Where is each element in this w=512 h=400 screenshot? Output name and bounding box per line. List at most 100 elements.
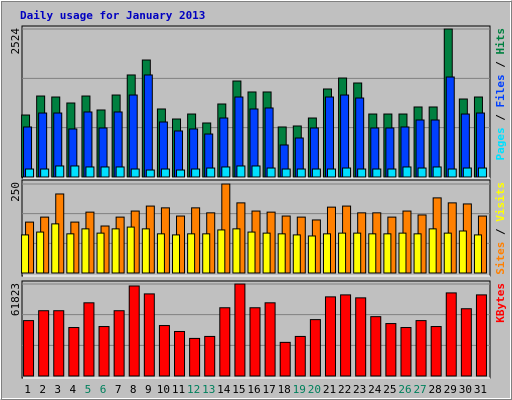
x-tick-label: 11 bbox=[172, 383, 185, 396]
bar bbox=[206, 167, 216, 178]
bar bbox=[398, 232, 407, 274]
x-tick-label: 17 bbox=[262, 383, 275, 396]
bar bbox=[281, 168, 291, 178]
bar bbox=[145, 169, 155, 178]
bar bbox=[432, 166, 442, 178]
bar bbox=[326, 168, 336, 178]
bar bbox=[340, 294, 352, 377]
x-tick-label: 31 bbox=[474, 383, 487, 396]
bar bbox=[413, 233, 422, 274]
x-tick-label: 28 bbox=[429, 383, 442, 396]
bar bbox=[187, 233, 196, 274]
bar bbox=[38, 310, 50, 377]
bar bbox=[113, 310, 125, 377]
bar bbox=[100, 166, 110, 178]
bar bbox=[309, 319, 321, 377]
legend: Sites / Visits bbox=[494, 182, 507, 275]
bar bbox=[38, 112, 48, 178]
x-tick-label: 23 bbox=[353, 383, 366, 396]
legend-entry: KBytes bbox=[494, 283, 507, 323]
bar bbox=[53, 310, 65, 377]
bar bbox=[296, 168, 306, 178]
bar bbox=[126, 226, 135, 274]
legend-separator: / bbox=[494, 222, 507, 242]
bar bbox=[247, 231, 256, 274]
bar bbox=[428, 228, 437, 274]
legend-entry: Sites bbox=[494, 242, 507, 275]
bar bbox=[445, 76, 455, 178]
bar bbox=[204, 335, 216, 377]
bar bbox=[475, 112, 485, 178]
bar bbox=[70, 165, 80, 178]
bar bbox=[385, 323, 397, 377]
y-tick-label: 250 bbox=[9, 182, 22, 202]
x-tick-label: 14 bbox=[217, 383, 231, 396]
bar bbox=[36, 231, 45, 274]
bar bbox=[458, 230, 467, 274]
legend: KBytes bbox=[494, 283, 507, 323]
bar bbox=[473, 234, 482, 274]
bar bbox=[383, 233, 392, 274]
bar bbox=[475, 294, 487, 377]
bar bbox=[324, 296, 336, 377]
x-tick-label: 24 bbox=[368, 383, 382, 396]
bar bbox=[232, 228, 241, 274]
bar bbox=[400, 327, 412, 377]
bar bbox=[158, 325, 170, 377]
bar bbox=[25, 168, 35, 178]
bar bbox=[445, 292, 457, 377]
y-tick-label: 2524 bbox=[9, 28, 22, 55]
bar bbox=[460, 308, 472, 377]
bar bbox=[55, 165, 65, 178]
bar bbox=[372, 168, 382, 178]
bar bbox=[443, 232, 452, 274]
x-tick-label: 19 bbox=[293, 383, 306, 396]
bar bbox=[176, 169, 186, 178]
bar bbox=[353, 232, 362, 274]
bar bbox=[357, 168, 367, 178]
x-tick-label: 25 bbox=[383, 383, 396, 396]
bar bbox=[191, 168, 201, 178]
bar bbox=[262, 232, 271, 274]
bar bbox=[96, 232, 105, 274]
x-tick-label: 8 bbox=[130, 383, 137, 396]
x-tick-label: 15 bbox=[232, 383, 245, 396]
x-tick-label: 1 bbox=[24, 383, 31, 396]
bar bbox=[338, 232, 347, 274]
bar bbox=[430, 326, 442, 377]
legend-entry: Hits bbox=[494, 28, 507, 55]
bar bbox=[387, 168, 397, 178]
legend-separator: / bbox=[494, 108, 507, 128]
x-tick-label: 27 bbox=[413, 383, 426, 396]
x-tick-label: 18 bbox=[278, 383, 291, 396]
legend-entry: Pages bbox=[494, 127, 507, 160]
bar bbox=[98, 326, 110, 377]
bar bbox=[266, 167, 276, 178]
bar bbox=[202, 233, 211, 274]
bar bbox=[307, 235, 316, 274]
bar bbox=[83, 302, 95, 377]
legend: Pages / Files / Hits bbox=[494, 28, 507, 161]
x-tick-label: 6 bbox=[100, 383, 107, 396]
bar bbox=[355, 297, 367, 377]
bar bbox=[111, 228, 120, 274]
bar bbox=[189, 337, 201, 377]
bar bbox=[249, 307, 261, 377]
bar bbox=[141, 228, 150, 274]
bar bbox=[23, 320, 35, 377]
bar bbox=[128, 94, 138, 178]
bar bbox=[415, 320, 427, 377]
bar bbox=[85, 166, 95, 178]
bar bbox=[402, 166, 412, 178]
x-tick-label: 10 bbox=[157, 383, 170, 396]
bar bbox=[294, 335, 306, 377]
x-tick-label: 4 bbox=[70, 383, 77, 396]
bar bbox=[160, 168, 170, 178]
bar bbox=[219, 307, 231, 377]
bar bbox=[81, 228, 90, 274]
bar bbox=[324, 96, 334, 178]
bar bbox=[174, 330, 186, 377]
bar bbox=[477, 167, 487, 178]
